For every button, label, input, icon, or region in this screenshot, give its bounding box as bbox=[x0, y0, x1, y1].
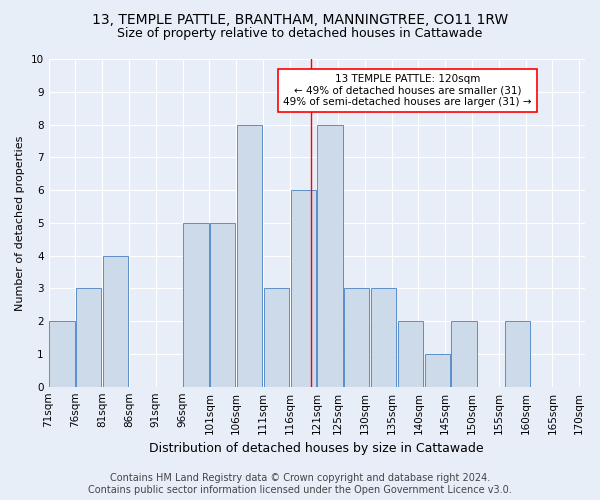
Bar bbox=[317, 124, 343, 386]
Bar bbox=[237, 124, 262, 386]
Bar bbox=[76, 288, 101, 386]
Bar bbox=[451, 321, 476, 386]
Text: 13 TEMPLE PATTLE: 120sqm
← 49% of detached houses are smaller (31)
49% of semi-d: 13 TEMPLE PATTLE: 120sqm ← 49% of detach… bbox=[283, 74, 532, 107]
Bar bbox=[210, 223, 235, 386]
Bar bbox=[371, 288, 396, 386]
Bar bbox=[49, 321, 74, 386]
Bar bbox=[505, 321, 530, 386]
X-axis label: Distribution of detached houses by size in Cattawade: Distribution of detached houses by size … bbox=[149, 442, 484, 455]
Bar bbox=[264, 288, 289, 386]
Text: Contains HM Land Registry data © Crown copyright and database right 2024.
Contai: Contains HM Land Registry data © Crown c… bbox=[88, 474, 512, 495]
Bar bbox=[290, 190, 316, 386]
Bar bbox=[398, 321, 423, 386]
Text: 13, TEMPLE PATTLE, BRANTHAM, MANNINGTREE, CO11 1RW: 13, TEMPLE PATTLE, BRANTHAM, MANNINGTREE… bbox=[92, 12, 508, 26]
Y-axis label: Number of detached properties: Number of detached properties bbox=[15, 135, 25, 310]
Text: Size of property relative to detached houses in Cattawade: Size of property relative to detached ho… bbox=[118, 28, 482, 40]
Bar bbox=[425, 354, 450, 386]
Bar bbox=[344, 288, 370, 386]
Bar bbox=[184, 223, 209, 386]
Bar bbox=[103, 256, 128, 386]
